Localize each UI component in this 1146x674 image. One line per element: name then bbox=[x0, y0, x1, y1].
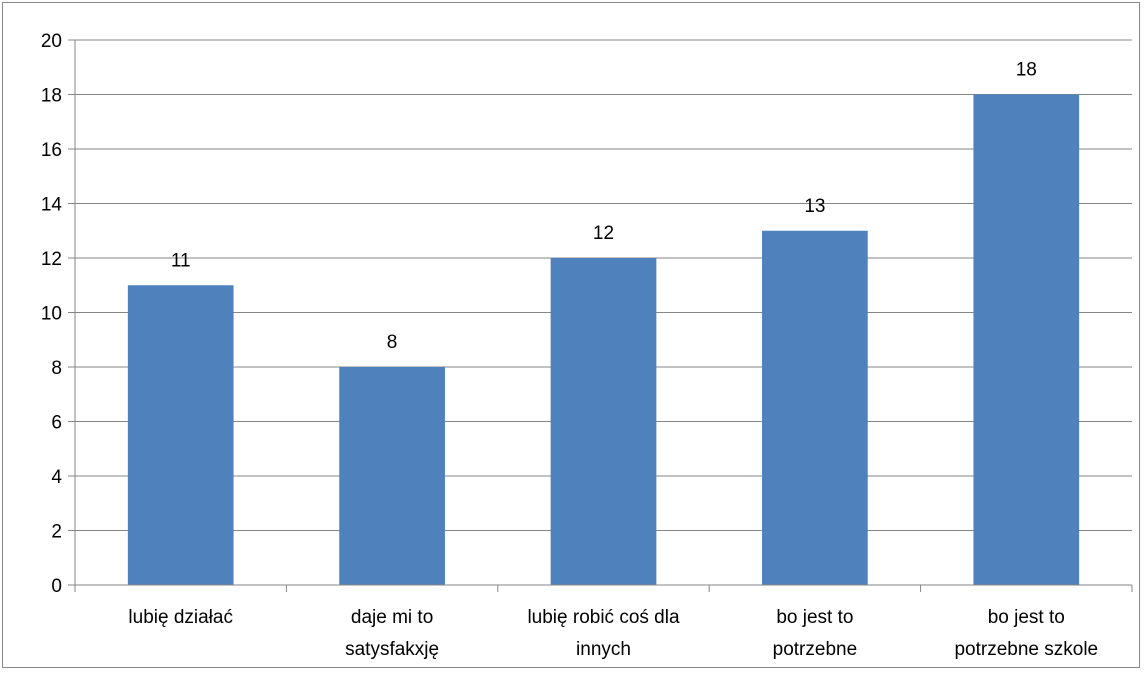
category-label-line: bo jest to bbox=[988, 607, 1065, 628]
category-labels: lubię działać daje mi to satysfakxję lubię … bbox=[128, 607, 1098, 660]
y-tick-label: 8 bbox=[51, 358, 62, 379]
category-label-line: potrzebne bbox=[773, 639, 858, 660]
bar bbox=[127, 285, 234, 585]
y-tick-label: 4 bbox=[51, 467, 62, 488]
bar bbox=[550, 258, 657, 585]
category-label-line: lubię działać bbox=[128, 607, 233, 628]
y-tick-label: 2 bbox=[51, 522, 62, 543]
bar bbox=[762, 230, 868, 585]
category-label-line: satysfakxję bbox=[345, 639, 439, 660]
category-label: daje mi to satysfakxję bbox=[345, 607, 439, 660]
data-label: 13 bbox=[804, 196, 825, 217]
y-tick-label: 10 bbox=[41, 304, 62, 325]
category-label: bo jest to potrzebne bbox=[773, 607, 858, 660]
category-label-line: lubię robić coś dla bbox=[527, 607, 680, 628]
y-tick-labels: 0 2 4 6 8 10 12 14 16 18 20 bbox=[41, 31, 63, 597]
y-tick-label: 12 bbox=[41, 249, 62, 270]
category-label-line: daje mi to bbox=[351, 607, 433, 628]
category-label-line: innych bbox=[576, 639, 631, 660]
y-tick-label: 16 bbox=[41, 140, 62, 161]
bars bbox=[127, 94, 1080, 585]
data-label: 18 bbox=[1016, 60, 1037, 81]
data-label: 12 bbox=[593, 223, 614, 244]
y-tick-label: 0 bbox=[51, 576, 62, 597]
category-label: bo jest to potrzebne szkole bbox=[954, 607, 1098, 660]
axes bbox=[68, 39, 1133, 592]
category-label: lubię robić coś dla innych bbox=[527, 607, 680, 660]
y-tick-label: 18 bbox=[41, 86, 62, 107]
data-labels: 11 8 12 13 18 bbox=[171, 60, 1037, 354]
data-label: 8 bbox=[387, 332, 398, 353]
category-label-line: bo jest to bbox=[776, 607, 853, 628]
gridlines bbox=[75, 39, 1132, 531]
y-tick-label: 20 bbox=[41, 31, 62, 52]
data-label: 11 bbox=[171, 250, 191, 271]
bar bbox=[973, 94, 1080, 585]
category-label-line: potrzebne szkole bbox=[954, 639, 1098, 660]
y-tick-label: 6 bbox=[51, 413, 62, 434]
y-tick-label: 14 bbox=[41, 195, 63, 216]
category-label: lubię działać bbox=[128, 607, 233, 628]
bar bbox=[339, 367, 445, 585]
